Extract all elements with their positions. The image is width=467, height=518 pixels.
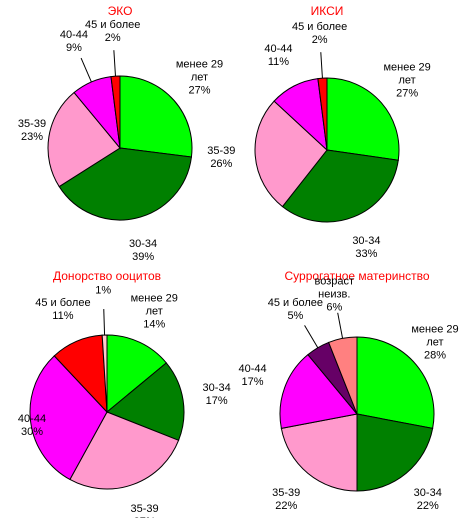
category-label: менее 29 лет [175, 58, 224, 84]
slice-label: 45 и более 2% [289, 21, 351, 47]
chart-title: Донорство ооцитов [53, 269, 161, 283]
pie-slice [281, 149, 399, 223]
slice-label: 30-34 33% [335, 235, 397, 261]
value-label: 23% [20, 131, 44, 144]
category-label: 35-39 [130, 503, 159, 516]
category-label: 30-34 [352, 235, 381, 248]
category-label: 45 и более [267, 296, 324, 309]
category-label: менее 29 лет [411, 323, 459, 349]
pie-slice [69, 411, 180, 490]
value-label: 17% [241, 376, 264, 389]
category-label: 45 и более [35, 297, 91, 310]
slice-label: 45 и более 5% [264, 297, 326, 323]
slice-label: 30-34 22% [397, 487, 459, 513]
category-label: 30-34 [202, 381, 231, 394]
chart-title: ЭКО [107, 4, 133, 18]
leader-line [113, 50, 116, 77]
value-label: 2% [104, 32, 121, 45]
pie-slice [119, 75, 193, 158]
pie-slice [101, 334, 108, 413]
category-label: менее 29 лет [130, 292, 178, 318]
value-label: 39% [132, 251, 155, 264]
value-label: 17% [205, 394, 228, 407]
slice-label: 40-44 9% [43, 29, 105, 55]
value-label: 5% [287, 309, 304, 322]
slice-label: менее 29 лет 27% [376, 61, 438, 100]
value-label: 28% [423, 349, 447, 362]
slice-label: менее 29 лет 28% [404, 324, 466, 363]
category-label: менее 29 лет [383, 61, 431, 87]
pie-slice [106, 334, 168, 414]
slice-label: 35-39 23% [1, 118, 63, 144]
category-label: возраст неизв. [314, 275, 355, 301]
value-label: 30% [20, 425, 44, 438]
slice-label: 1% [72, 285, 134, 298]
slice-label: 40-44 17% [222, 363, 284, 389]
value-label: 26% [210, 158, 233, 171]
category-label: 45 и более [85, 19, 141, 32]
chart-title: Суррогатное материнство [284, 269, 430, 283]
value-label: 27% [188, 84, 211, 97]
value-label: 2% [311, 34, 328, 47]
leader-line [103, 309, 106, 336]
pie-slice [254, 100, 328, 208]
slice-label: 45 и более 11% [32, 297, 94, 323]
pie-slice [317, 77, 328, 151]
category-label: 40-44 [238, 363, 267, 376]
slice-label: 35-39 26% [190, 145, 252, 171]
leader-line [320, 52, 323, 79]
pie-slice [356, 336, 435, 430]
pie-slice [280, 413, 358, 492]
value-label: 27% [114, 516, 176, 518]
value-label: 9% [65, 41, 82, 54]
pie-slice [356, 413, 434, 492]
category-label: 40-44 [264, 42, 293, 55]
value-label: 11% [52, 310, 74, 323]
value-label: 14% [143, 318, 166, 331]
slice-label: 35-39 22% [255, 487, 317, 513]
pie-slice [47, 91, 121, 188]
value-label: 33% [355, 248, 378, 261]
category-label: 35-39 [272, 486, 301, 499]
slice-label: 30-34 39% [112, 238, 174, 264]
category-label: 35-39 [207, 145, 236, 158]
slice-label: 35-3927% [114, 503, 176, 518]
slice-label: 45 и более 2% [82, 19, 144, 45]
slice-label: менее 29 лет 27% [169, 58, 231, 97]
value-label: 1% [95, 284, 112, 297]
category-label: 30-34 [129, 238, 158, 251]
value-label: 6% [326, 301, 343, 314]
pie-slice [326, 77, 400, 161]
value-label: 22% [275, 499, 298, 512]
slice-label: возраст неизв. 6% [303, 276, 365, 315]
leader-line [80, 57, 92, 83]
slice-label: 40-44 11% [247, 43, 309, 69]
leader-line [337, 312, 344, 339]
category-label: 45 и более [291, 21, 348, 34]
pie-slice [279, 353, 358, 430]
leader-line [304, 325, 319, 348]
value-label: 22% [416, 499, 439, 512]
category-label: 35-39 [17, 118, 47, 131]
category-label: 30-34 [413, 486, 442, 499]
pie-slice [106, 362, 185, 441]
slice-label: 40-44 30% [1, 413, 63, 439]
category-label: 40-44 [17, 412, 47, 425]
pie-slice [29, 355, 108, 481]
value-label: 11% [267, 55, 290, 68]
category-label: 40-44 [59, 28, 88, 41]
slice-label: менее 29 лет 14% [123, 292, 185, 331]
value-label: 27% [396, 87, 419, 100]
chart-title: ИКСИ [310, 4, 344, 18]
slice-label: 30-34 17% [186, 382, 248, 408]
